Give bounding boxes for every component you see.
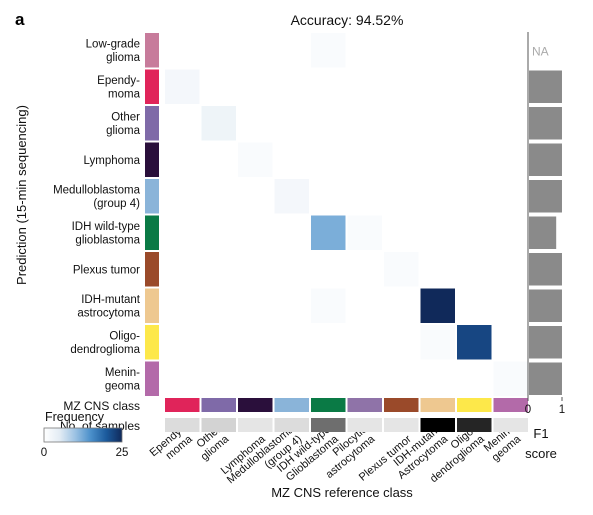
row-class-swatch [145, 215, 159, 250]
panel-letter: a [15, 10, 25, 29]
heatmap-cell [201, 106, 236, 141]
row-class-swatch [145, 288, 159, 323]
f1-score-panel: NA 0 1 F1 score [525, 32, 565, 461]
f1-bar [529, 289, 562, 322]
f1-bar [529, 180, 562, 213]
legend-title: Frequency [45, 410, 105, 424]
legend-max-label: 25 [116, 447, 129, 459]
heatmap-cell [165, 69, 200, 104]
heatmap-cell [493, 361, 528, 396]
row-class-color-strip [145, 33, 159, 396]
x-axis-label: MZ CNS reference class [271, 485, 413, 500]
row-class-swatch [145, 106, 159, 141]
samples-cell [311, 418, 346, 432]
row-label: Other glioma [106, 112, 140, 137]
samples-cell [165, 418, 200, 432]
heatmap-cell [420, 288, 455, 323]
column-class-swatch [311, 398, 346, 412]
heatmap-cell [238, 142, 273, 177]
samples-bar: No. of samples [60, 418, 528, 433]
f1-bar [529, 143, 562, 176]
row-label: Medulloblastoma (group 4) [53, 185, 141, 211]
row-label: IDH wild-type glioblastoma [72, 221, 141, 247]
frequency-legend: Frequency 0 25 [41, 410, 129, 459]
heatmap-cells [165, 33, 528, 396]
samples-cell [201, 418, 236, 432]
row-class-swatch [145, 33, 159, 68]
column-class-swatch [274, 398, 309, 412]
samples-cell [238, 418, 273, 432]
heatmap-cell [311, 33, 346, 68]
column-class-swatch [347, 398, 382, 412]
row-class-swatch [145, 69, 159, 104]
samples-cell [493, 418, 528, 432]
row-label: Oligo-dendroglioma [70, 331, 140, 357]
column-class-swatch [493, 398, 528, 412]
heatmap-cell [347, 215, 382, 250]
f1-bar [529, 253, 562, 286]
row-label: Lymphoma [84, 155, 141, 167]
heatmap-cell [457, 325, 492, 360]
row-class-swatch [145, 325, 159, 360]
mz-cns-class-label: MZ CNS class [63, 399, 140, 413]
f1-tick-label: 1 [559, 404, 565, 416]
chart-title: Accuracy: 94.52% [291, 12, 404, 28]
column-class-swatch [420, 398, 455, 412]
mz-cns-class-bar: MZ CNS class [63, 398, 528, 413]
samples-cell [457, 418, 492, 432]
row-class-swatch [145, 142, 159, 177]
f1-bar [529, 107, 562, 140]
row-label: Ependy-moma [97, 75, 140, 101]
column-class-swatch [457, 398, 492, 412]
heatmap-cell [311, 215, 346, 250]
row-label: Menin-geoma [105, 367, 141, 393]
column-class-swatch [165, 398, 200, 412]
samples-cell [384, 418, 419, 432]
row-class-swatch [145, 361, 159, 396]
f1-tick-label: 0 [525, 404, 531, 416]
row-class-swatch [145, 179, 159, 214]
legend-colorbar [43, 427, 123, 443]
f1-axis-label: F1 [533, 426, 548, 441]
heatmap-cell [311, 288, 346, 323]
samples-cell [347, 418, 382, 432]
samples-cell [420, 418, 455, 432]
f1-bar [529, 362, 562, 395]
row-label: Plexus tumor [73, 264, 140, 276]
f1-axis-label: score [525, 446, 557, 461]
samples-cell [274, 418, 309, 432]
heatmap-cell [420, 325, 455, 360]
row-labels: Low-grade glioma Ependy-moma Other glioma Lym… [53, 39, 141, 393]
heatmap-cell [274, 179, 309, 214]
f1-bar [529, 216, 557, 249]
legend-min-label: 0 [41, 447, 47, 459]
f1-bar [529, 326, 562, 359]
f1-na-label: NA [532, 44, 549, 58]
row-class-swatch [145, 252, 159, 287]
column-class-swatch [238, 398, 273, 412]
column-class-swatch [201, 398, 236, 412]
column-class-swatch [384, 398, 419, 412]
f1-bar [529, 70, 562, 103]
heatmap-cell [384, 252, 419, 287]
row-label: IDH-mutant astrocytoma [77, 294, 140, 320]
y-axis-label: Prediction (15-min sequencing) [14, 105, 29, 285]
row-label: Low-grade glioma [86, 39, 141, 65]
